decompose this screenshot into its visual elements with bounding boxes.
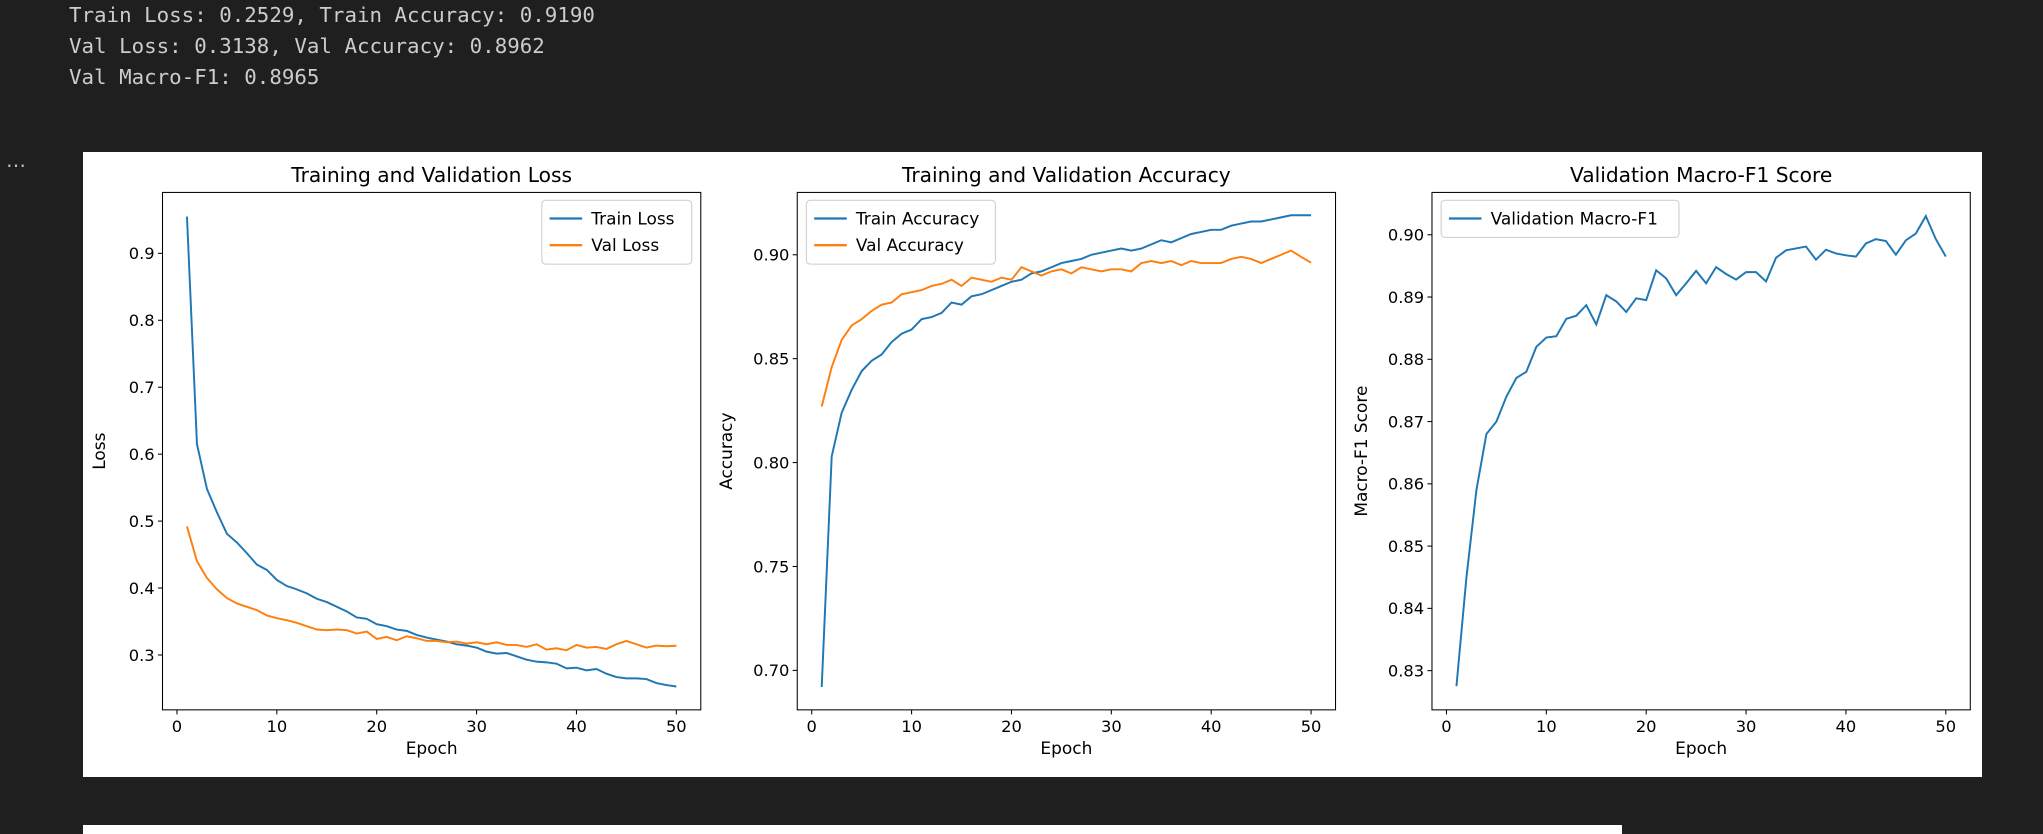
series-line xyxy=(186,526,677,652)
y-tick-label: 0.90 xyxy=(753,246,789,265)
y-tick-label: 0.90 xyxy=(1388,226,1424,245)
x-tick-label: 50 xyxy=(1301,717,1322,736)
chart-title: Training and Validation Loss xyxy=(290,163,572,187)
x-tick-label: 30 xyxy=(466,717,487,736)
chart: Training and Validation Loss 0 10 20 30 40 50 0… xyxy=(89,163,702,758)
series-line xyxy=(820,214,1312,688)
y-tick-label: 0.3 xyxy=(129,646,155,665)
y-tick-label: 0.8 xyxy=(129,311,155,330)
legend: Train Loss Val Loss xyxy=(541,199,693,265)
legend-label: Val Accuracy xyxy=(856,235,964,255)
y-tick-label: 0.85 xyxy=(1388,537,1424,556)
legend-label: Val Loss xyxy=(591,235,659,255)
x-tick-label: 30 xyxy=(1101,717,1122,736)
series-line xyxy=(1455,213,1947,687)
y-axis-label: Macro-F1 Score xyxy=(1351,386,1371,517)
y-tick-label: 0.7 xyxy=(129,378,155,397)
legend: Train Accuracy Val Accuracy xyxy=(805,199,996,265)
y-tick-label: 0.83 xyxy=(1388,661,1424,680)
x-tick-label: 0 xyxy=(1441,717,1451,736)
x-tick-label: 10 xyxy=(266,717,287,736)
x-tick-label: 30 xyxy=(1736,717,1757,736)
x-axis-label: Epoch xyxy=(1675,738,1727,758)
x-tick-label: 20 xyxy=(1636,717,1657,736)
chart: Validation Macro-F1 Score 0 10 20 30 40 50 0.83… xyxy=(1351,163,1971,758)
series-line xyxy=(820,249,1312,407)
plot-frame xyxy=(796,191,1337,711)
output-line: Val Loss: 0.3138, Val Accuracy: 0.8962 xyxy=(69,34,545,58)
y-tick-label: 0.80 xyxy=(753,453,789,472)
series-line xyxy=(185,216,677,688)
x-tick-label: 40 xyxy=(1201,717,1222,736)
figure: Training and Validation Loss 0 10 20 30 40 50 0… xyxy=(83,152,1982,777)
plot-frame xyxy=(1431,191,1971,711)
y-tick-label: 0.70 xyxy=(753,661,789,680)
chart: Training and Validation Accuracy 0 10 20 30 4… xyxy=(716,163,1337,758)
y-tick-label: 0.85 xyxy=(753,350,789,369)
legend-label: Train Accuracy xyxy=(855,208,979,228)
plot-frame xyxy=(161,191,702,711)
legend-label: Validation Macro-F1 xyxy=(1491,208,1658,228)
cell-output: Train Loss: 0.2529, Train Accuracy: 0.91… xyxy=(69,0,595,93)
next-cell xyxy=(83,825,1622,834)
y-tick-label: 0.4 xyxy=(129,579,155,598)
legend-box xyxy=(541,199,693,265)
x-tick-label: 40 xyxy=(1836,717,1857,736)
x-tick-label: 40 xyxy=(566,717,587,736)
x-tick-label: 20 xyxy=(366,717,387,736)
output-line: Val Macro-F1: 0.8965 xyxy=(69,65,320,89)
legend-box xyxy=(1440,199,1680,238)
y-tick-label: 0.75 xyxy=(753,557,789,576)
x-axis-label: Epoch xyxy=(406,738,458,758)
y-axis-label: Loss xyxy=(89,433,109,470)
y-tick-label: 0.84 xyxy=(1388,599,1424,618)
y-tick-label: 0.9 xyxy=(129,244,155,263)
y-tick-label: 0.88 xyxy=(1388,350,1424,369)
cell-menu[interactable]: … xyxy=(6,148,26,172)
figure-svg: Training and Validation Loss 0 10 20 30 40 50 0… xyxy=(89,163,1971,758)
y-axis-label: Accuracy xyxy=(716,412,736,489)
x-tick-label: 0 xyxy=(172,717,182,736)
y-tick-label: 0.86 xyxy=(1388,475,1424,494)
x-axis-label: Epoch xyxy=(1040,738,1092,758)
y-tick-label: 0.87 xyxy=(1388,412,1424,431)
x-tick-label: 50 xyxy=(1935,717,1956,736)
y-tick-label: 0.89 xyxy=(1388,288,1424,307)
x-tick-label: 50 xyxy=(666,717,687,736)
legend-label: Train Loss xyxy=(590,208,674,228)
y-tick-label: 0.6 xyxy=(129,445,155,464)
chart-title: Validation Macro-F1 Score xyxy=(1570,163,1832,187)
x-tick-label: 10 xyxy=(1536,717,1557,736)
legend-box xyxy=(805,199,996,265)
output-line: Train Loss: 0.2529, Train Accuracy: 0.91… xyxy=(69,3,595,27)
x-tick-label: 0 xyxy=(807,717,817,736)
x-tick-label: 10 xyxy=(901,717,922,736)
legend: Validation Macro-F1 xyxy=(1440,199,1680,238)
x-tick-label: 20 xyxy=(1001,717,1022,736)
chart-title: Training and Validation Accuracy xyxy=(901,163,1231,187)
y-tick-label: 0.5 xyxy=(129,512,155,531)
